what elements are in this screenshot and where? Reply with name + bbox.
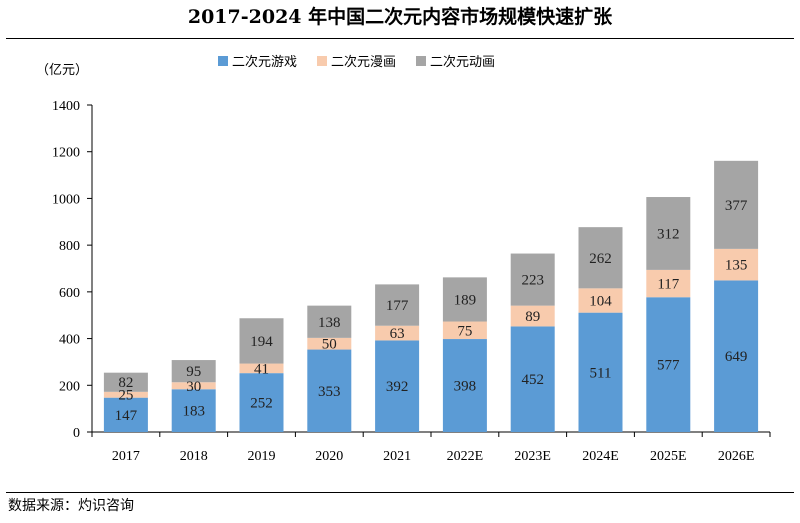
y-tick-label: 400 bbox=[59, 333, 80, 348]
bar-segment bbox=[578, 288, 623, 313]
data-label: 50 bbox=[322, 337, 337, 353]
bar-segment bbox=[375, 284, 420, 326]
data-label: 452 bbox=[521, 372, 544, 388]
data-label: 75 bbox=[457, 323, 472, 339]
y-tick-label: 600 bbox=[59, 286, 80, 301]
legend-label: 二次元漫画 bbox=[331, 54, 396, 70]
bar-segment bbox=[103, 397, 148, 432]
bar-segment bbox=[171, 382, 216, 390]
bar-segment bbox=[578, 227, 623, 289]
data-label: 177 bbox=[386, 298, 409, 314]
data-label: 63 bbox=[390, 326, 405, 342]
data-label: 89 bbox=[525, 309, 540, 325]
x-tick-label: 2017 bbox=[112, 449, 140, 464]
legend-label: 二次元动画 bbox=[430, 54, 495, 70]
bar-segment bbox=[714, 160, 759, 249]
bar-segment bbox=[646, 297, 691, 432]
bar-segment bbox=[646, 197, 691, 270]
legend-swatch bbox=[416, 56, 426, 66]
top-rule bbox=[6, 38, 794, 39]
x-tick-label: 2021 bbox=[383, 449, 411, 464]
data-label: 194 bbox=[250, 334, 273, 350]
legend: 二次元游戏 二次元漫画 二次元动画 bbox=[218, 54, 495, 70]
data-label: 392 bbox=[386, 379, 409, 395]
bar-segment bbox=[646, 269, 691, 298]
data-label: 138 bbox=[318, 315, 341, 331]
x-tick-label: 2025E bbox=[650, 449, 687, 464]
bar-segment bbox=[375, 340, 420, 432]
bar-segment bbox=[442, 321, 487, 340]
stacked-bar-chart: （亿元） 二次元游戏 二次元漫画 二次元动画 0 200 400 600 800 1000 12… bbox=[36, 54, 771, 464]
bar-segment bbox=[510, 253, 555, 306]
bar-segment bbox=[239, 363, 284, 374]
bar-segment bbox=[442, 277, 487, 322]
data-label: 223 bbox=[521, 273, 544, 289]
legend-swatch bbox=[218, 56, 228, 66]
y-tick-label: 1200 bbox=[52, 146, 80, 161]
legend-swatch bbox=[317, 56, 327, 66]
bar-segment bbox=[578, 312, 623, 432]
bar-segment bbox=[307, 337, 352, 350]
data-label: 577 bbox=[657, 358, 680, 374]
bar-segment bbox=[307, 349, 352, 432]
data-label: 82 bbox=[118, 375, 133, 391]
legend-label: 二次元游戏 bbox=[232, 54, 297, 70]
data-label: 30 bbox=[186, 379, 201, 395]
data-label: 25 bbox=[118, 388, 133, 404]
bar-segment bbox=[239, 373, 284, 432]
data-label: 183 bbox=[182, 404, 205, 420]
y-tick-label: 800 bbox=[59, 239, 80, 254]
bar-segment bbox=[171, 389, 216, 432]
y-unit-label: （亿元） bbox=[36, 63, 88, 78]
data-label: 398 bbox=[454, 379, 477, 395]
data-label: 117 bbox=[657, 277, 679, 293]
data-label: 262 bbox=[589, 251, 612, 267]
bar-segment bbox=[103, 372, 148, 392]
bar-segment bbox=[510, 305, 555, 327]
bars bbox=[103, 160, 759, 432]
bar-segment bbox=[714, 248, 759, 281]
data-label: 189 bbox=[454, 292, 477, 308]
x-tick-label: 2018 bbox=[180, 449, 208, 464]
bar-segment bbox=[239, 318, 284, 364]
y-tick-label: 200 bbox=[59, 379, 80, 394]
data-label: 95 bbox=[186, 364, 201, 380]
bottom-rule bbox=[6, 492, 794, 493]
bar-segment bbox=[510, 326, 555, 432]
x-tick-label: 2026E bbox=[718, 449, 755, 464]
bar-segment bbox=[442, 339, 487, 432]
axes: 0 200 400 600 800 1000 1200 1400 2017 2018 2019 202… bbox=[52, 99, 771, 464]
bar-segment bbox=[171, 360, 216, 383]
bar-segment bbox=[375, 325, 420, 341]
data-label: 104 bbox=[589, 293, 612, 309]
y-tick-label: 0 bbox=[73, 426, 80, 441]
y-tick-label: 1400 bbox=[52, 99, 80, 114]
x-tick-label: 2019 bbox=[248, 449, 276, 464]
data-label: 147 bbox=[115, 408, 138, 424]
data-label: 252 bbox=[250, 396, 273, 412]
data-label: 353 bbox=[318, 384, 341, 400]
data-label: 41 bbox=[254, 361, 269, 377]
data-label: 377 bbox=[725, 198, 748, 214]
data-label: 649 bbox=[725, 349, 748, 365]
data-label: 312 bbox=[657, 226, 680, 242]
bar-segment bbox=[714, 280, 759, 432]
source-note: 数据来源：灼识咨询 bbox=[8, 498, 134, 514]
x-tick-label: 2023E bbox=[514, 449, 551, 464]
x-tick-label: 2022E bbox=[447, 449, 484, 464]
x-tick-label: 2024E bbox=[582, 449, 619, 464]
bar-segment bbox=[307, 305, 352, 338]
data-label: 135 bbox=[725, 258, 748, 274]
data-label: 511 bbox=[590, 365, 612, 381]
x-tick-label: 2020 bbox=[315, 449, 343, 464]
y-tick-label: 1000 bbox=[52, 192, 80, 207]
chart-title: 2017-2024 年中国二次元内容市场规模快速扩张 bbox=[187, 6, 613, 28]
bar-segment bbox=[103, 391, 148, 398]
